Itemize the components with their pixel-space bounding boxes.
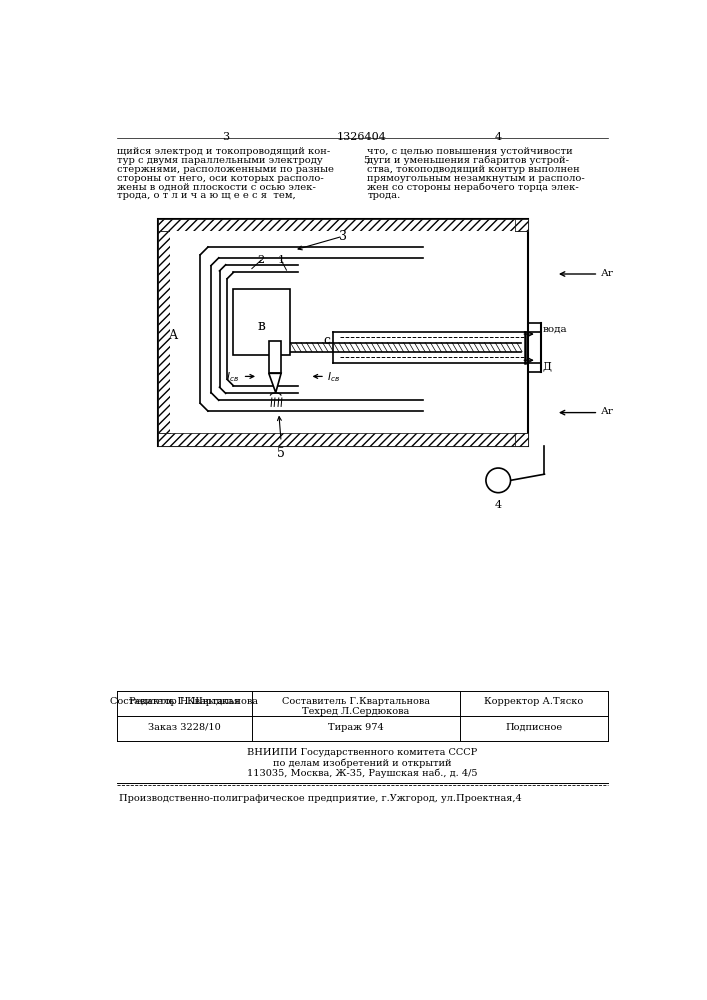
Bar xyxy=(269,341,281,373)
Bar xyxy=(233,289,291,355)
Text: 5: 5 xyxy=(363,156,369,165)
Text: Корректор А.Тяско: Корректор А.Тяско xyxy=(484,698,583,706)
Text: Д: Д xyxy=(542,361,551,371)
Text: трода, о т л и ч а ю щ е е с я  тем,: трода, о т л и ч а ю щ е е с я тем, xyxy=(117,191,296,200)
Text: 4: 4 xyxy=(494,500,501,510)
Text: стороны от него, оси которых располо-: стороны от него, оси которых располо- xyxy=(117,174,324,183)
Text: стержнями, расположенными по разные: стержнями, расположенными по разные xyxy=(117,165,334,174)
Text: c: c xyxy=(324,334,330,347)
Bar xyxy=(158,231,170,433)
Text: 3: 3 xyxy=(222,132,229,142)
Text: жены в одной плоскости с осью элек-: жены в одной плоскости с осью элек- xyxy=(117,182,316,191)
Polygon shape xyxy=(269,373,281,393)
Text: тур с двумя параллельными электроду: тур с двумя параллельными электроду xyxy=(117,156,323,165)
Text: дуги и уменьшения габаритов устрой-: дуги и уменьшения габаритов устрой- xyxy=(368,156,569,165)
Text: Заказ 3228/10: Заказ 3228/10 xyxy=(148,723,221,732)
Text: 1: 1 xyxy=(278,255,285,265)
Text: 1326404: 1326404 xyxy=(337,132,387,142)
Text: $I_{св}$: $I_{св}$ xyxy=(327,370,340,384)
Text: ВНИИПИ Государственного комитета СССР: ВНИИПИ Государственного комитета СССР xyxy=(247,748,477,757)
Text: Тираж 974: Тираж 974 xyxy=(328,723,384,732)
Text: 3: 3 xyxy=(339,230,346,243)
Text: жен со стороны нерабочего торца элек-: жен со стороны нерабочего торца элек- xyxy=(368,182,579,192)
Bar xyxy=(515,433,527,446)
Text: 4: 4 xyxy=(495,132,502,142)
Bar xyxy=(158,219,527,231)
Circle shape xyxy=(486,468,510,493)
Text: Аr: Аr xyxy=(601,269,614,278)
Text: 113035, Москва, Ж-35, Раушская наб., д. 4/5: 113035, Москва, Ж-35, Раушская наб., д. … xyxy=(247,768,477,778)
Text: 2: 2 xyxy=(257,255,264,265)
Text: ства, токоподводящий контур выполнен: ства, токоподводящий контур выполнен xyxy=(368,165,580,174)
Text: A: A xyxy=(168,329,177,342)
Text: Производственно-полиграфическое предприятие, г.Ужгород, ул.Проектная,4: Производственно-полиграфическое предприя… xyxy=(119,794,522,803)
Text: 5: 5 xyxy=(277,447,285,460)
Bar xyxy=(158,219,527,446)
Text: щийся электрод и токопроводящий кон-: щийся электрод и токопроводящий кон- xyxy=(117,147,330,156)
Text: в: в xyxy=(257,319,265,333)
Text: вода: вода xyxy=(542,325,567,334)
Text: Техред Л.Сердюкова: Техред Л.Сердюкова xyxy=(302,707,409,716)
Text: трода.: трода. xyxy=(368,191,401,200)
Bar xyxy=(515,219,527,231)
Text: Составитель Г.Квартальнова: Составитель Г.Квартальнова xyxy=(110,698,258,706)
Text: прямоугольным незамкнутым и располо-: прямоугольным незамкнутым и располо- xyxy=(368,174,585,183)
Text: что, с целью повышения устойчивости: что, с целью повышения устойчивости xyxy=(368,147,573,156)
Text: $I_{св}$: $I_{св}$ xyxy=(226,370,239,384)
Text: по делам изобретений и открытий: по делам изобретений и открытий xyxy=(273,758,451,768)
Text: Аr: Аr xyxy=(601,407,614,416)
Bar xyxy=(158,433,527,446)
Text: Составитель Г.Квартальнова: Составитель Г.Квартальнова xyxy=(282,698,430,706)
Text: Редактор Н.Швыдкая: Редактор Н.Швыдкая xyxy=(129,698,240,706)
Bar xyxy=(170,231,515,433)
Text: Подписное: Подписное xyxy=(505,723,562,732)
